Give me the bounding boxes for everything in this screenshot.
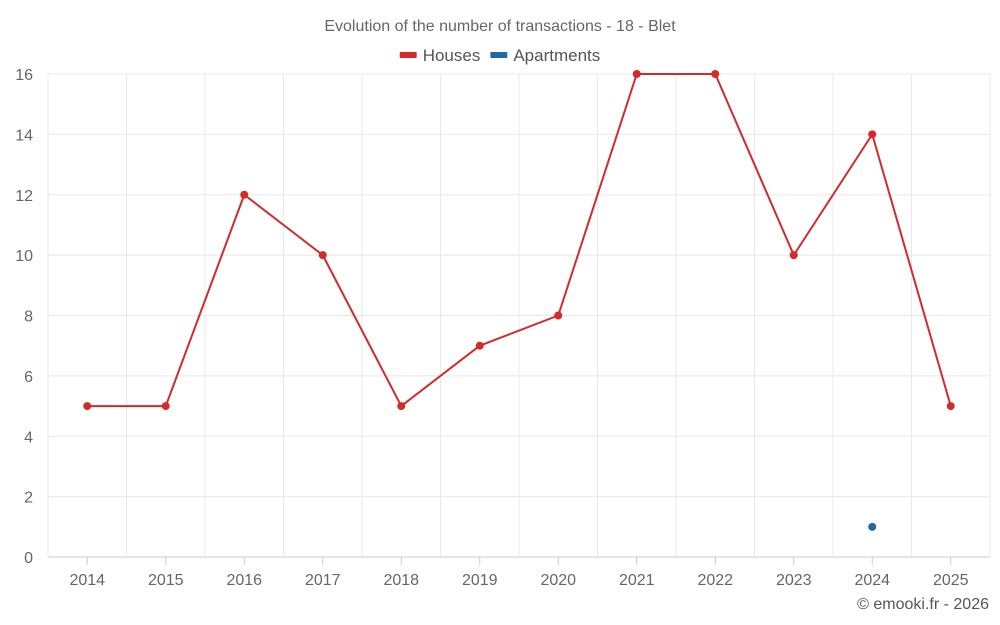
x-tick-label: 2025 — [933, 572, 969, 589]
x-tick-label: 2022 — [697, 572, 733, 589]
data-point[interactable] — [868, 130, 877, 139]
x-tick-label: 2016 — [226, 572, 262, 589]
series-apartments — [868, 522, 877, 531]
chart-title: Evolution of the number of transactions … — [324, 18, 676, 35]
data-point[interactable] — [554, 311, 563, 320]
x-tick-label: 2017 — [305, 572, 341, 589]
series-houses — [83, 70, 955, 411]
x-tick-label: 2014 — [69, 572, 105, 589]
data-point[interactable] — [318, 251, 327, 260]
legend-swatch — [490, 52, 508, 58]
x-tick-label: 2024 — [854, 572, 890, 589]
series-line — [87, 73, 952, 408]
data-point[interactable] — [161, 402, 170, 411]
y-tick-label: 6 — [24, 369, 33, 386]
data-point[interactable] — [240, 190, 249, 199]
series-group — [83, 70, 955, 531]
y-tick-label: 2 — [24, 490, 33, 507]
x-tick-label: 2019 — [462, 572, 498, 589]
y-tick-label: 12 — [15, 188, 33, 205]
data-point[interactable] — [789, 251, 798, 260]
y-tick-label: 14 — [15, 127, 33, 144]
credit-text: © emooki.fr - 2026 — [857, 596, 989, 613]
legend: Houses Apartments — [399, 46, 600, 65]
legend-item[interactable]: Houses — [399, 46, 481, 65]
y-tick-label: 16 — [15, 67, 33, 84]
legend-swatch — [399, 52, 417, 58]
x-tick-label: 2023 — [776, 572, 812, 589]
x-tick-label: 2021 — [619, 572, 655, 589]
y-tick-label: 10 — [15, 248, 33, 265]
data-point[interactable] — [868, 522, 877, 531]
legend-label: Houses — [423, 46, 481, 65]
data-point[interactable] — [83, 402, 92, 411]
data-point[interactable] — [711, 70, 720, 78]
y-tick-label: 4 — [24, 429, 33, 446]
data-point[interactable] — [397, 402, 406, 411]
x-tick-label: 2015 — [148, 572, 184, 589]
x-axis-ticks: 2014 2015 2016 2017 2018 2019 2020 2021 2022 2023… — [69, 557, 969, 589]
y-axis-ticks: 0 2 4 6 8 10 12 14 16 — [15, 67, 33, 567]
y-tick-label: 8 — [24, 309, 33, 326]
legend-label: Apartments — [513, 46, 600, 65]
data-point[interactable] — [475, 341, 484, 350]
data-point[interactable] — [632, 70, 641, 78]
x-tick-label: 2020 — [540, 572, 576, 589]
grid — [47, 73, 991, 558]
x-tick-label: 2018 — [383, 572, 419, 589]
y-tick-label: 0 — [24, 550, 33, 567]
data-point[interactable] — [946, 402, 955, 411]
legend-item[interactable]: Apartments — [490, 46, 600, 65]
